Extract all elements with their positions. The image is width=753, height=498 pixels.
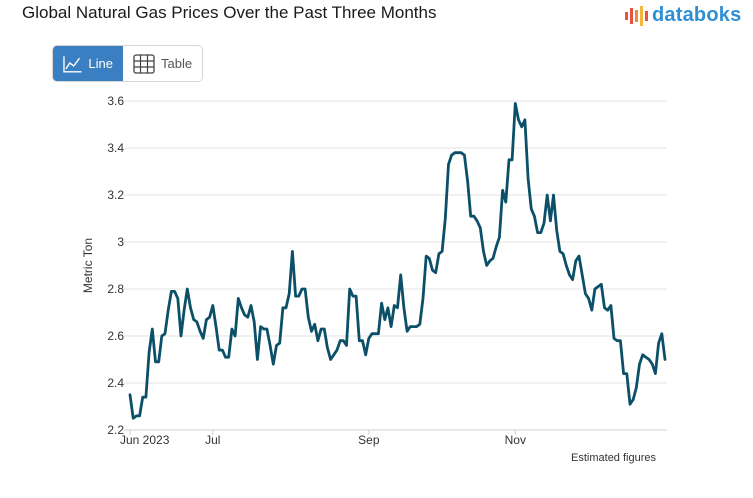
y-tick-label: 3.6 — [107, 94, 124, 108]
x-tick-labels: Jun 2023 Jul Sep Nov — [120, 430, 526, 447]
y-tick-label: 3.4 — [107, 141, 124, 155]
grid-lines — [124, 100, 667, 431]
y-tick-label: 3.2 — [107, 188, 124, 202]
page-title: Global Natural Gas Prices Over the Past … — [22, 3, 437, 22]
y-tick-label: 3 — [117, 235, 124, 249]
line-chart-icon — [63, 55, 82, 72]
y-tick-label: 2.2 — [107, 423, 124, 437]
x-tick-label: Jul — [205, 433, 220, 447]
table-grid-icon — [133, 53, 155, 74]
y-tick-label: 2.8 — [107, 282, 124, 296]
brand-mark-icon — [625, 5, 648, 26]
brand-name: databoks — [652, 4, 742, 26]
x-tick-label: Jun 2023 — [120, 433, 170, 447]
brand-logo[interactable]: databoks — [625, 4, 741, 27]
series-line — [128, 102, 667, 420]
y-tick-label: 2.4 — [107, 376, 124, 390]
y-axis-label: Metric Ton — [81, 238, 95, 293]
view-toggle: Line Table — [52, 45, 204, 82]
y-tick-label: 2.6 — [107, 329, 124, 343]
x-tick-label: Sep — [358, 433, 380, 447]
estimated-figures-note: Estimated figures — [571, 452, 656, 464]
tab-table-label: Table — [161, 56, 193, 71]
tab-line[interactable]: Line — [53, 46, 123, 81]
y-tick-labels: 2.2 2.4 2.6 2.8 3 3.2 3.4 3.6 — [107, 94, 124, 437]
tab-line-label: Line — [88, 56, 113, 71]
tab-table[interactable]: Table — [123, 46, 203, 81]
x-tick-label: Nov — [505, 433, 526, 447]
